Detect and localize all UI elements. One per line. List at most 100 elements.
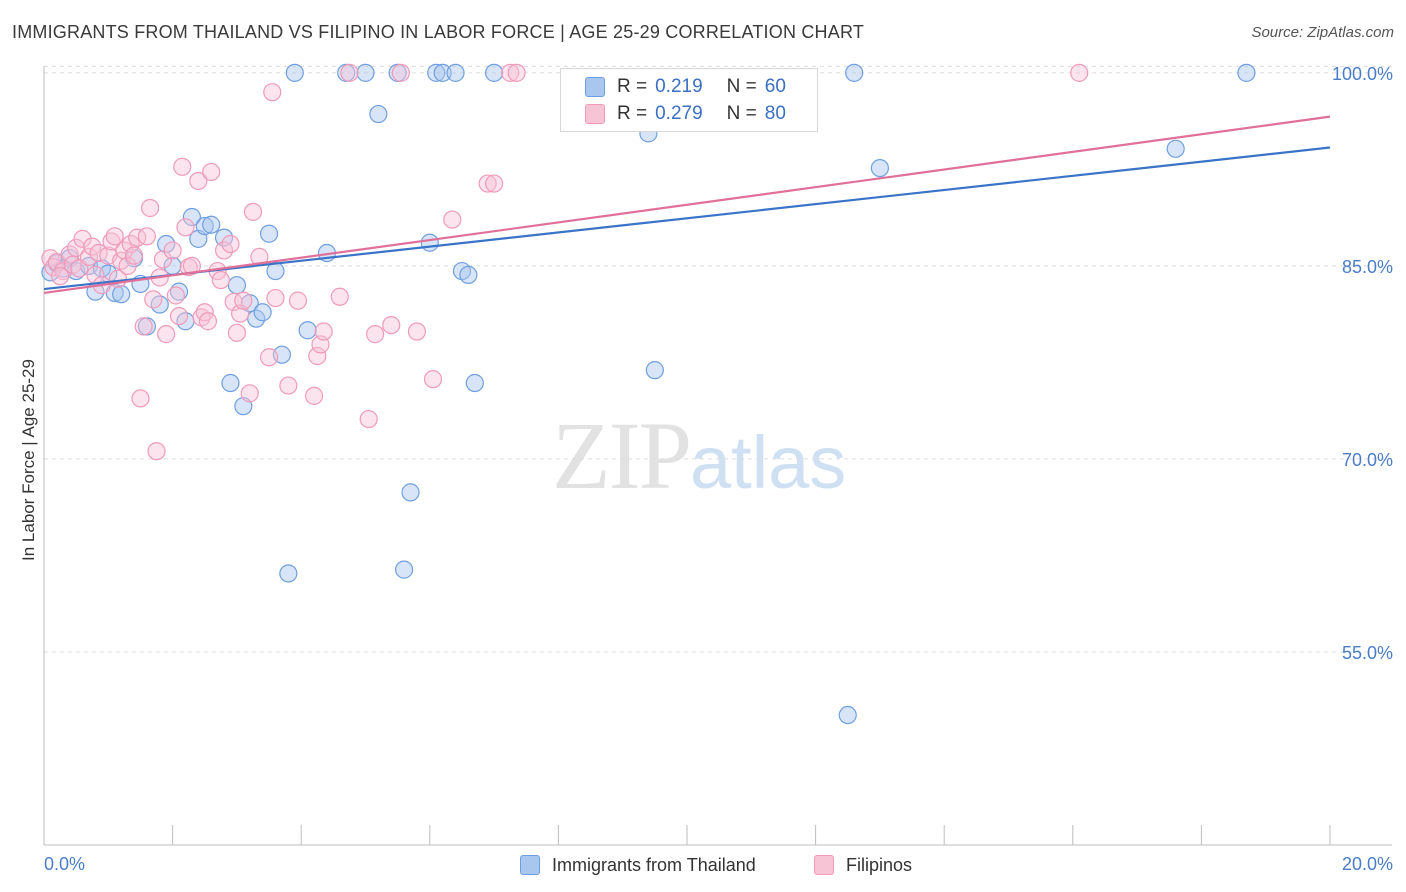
y-axis-label: In Labor Force | Age 25-29 — [19, 359, 38, 561]
point-filipinos — [73, 229, 92, 248]
point-filipinos — [240, 384, 259, 403]
point-thailand — [182, 207, 201, 227]
point-filipinos — [304, 386, 324, 405]
point-thailand — [369, 104, 388, 124]
point-thailand — [645, 361, 664, 380]
point-filipinos — [70, 259, 89, 278]
watermark: ZIPatlas — [552, 400, 846, 511]
point-filipinos — [221, 234, 240, 254]
point-filipinos — [501, 63, 520, 82]
point-filipinos — [288, 291, 308, 310]
point-thailand — [253, 303, 272, 322]
grid-lines — [44, 65, 1392, 653]
point-filipinos — [263, 83, 282, 102]
point-filipinos — [340, 63, 359, 82]
point-thailand — [420, 233, 439, 252]
point-filipinos — [330, 287, 349, 306]
point-thailand — [870, 158, 890, 178]
point-filipinos — [279, 376, 298, 395]
point-filipinos — [211, 270, 230, 290]
point-filipinos — [478, 174, 497, 193]
point-filipinos — [50, 267, 70, 286]
point-filipinos — [79, 247, 99, 266]
point-filipinos — [137, 227, 156, 246]
trend-lines — [43, 115, 1331, 295]
point-filipinos — [266, 288, 285, 308]
point-filipinos — [314, 322, 333, 341]
point-thailand — [427, 63, 446, 82]
point-thailand — [401, 483, 420, 502]
point-filipinos — [118, 256, 137, 276]
point-filipinos — [102, 232, 121, 251]
legend-item-filipinos: Filipinos — [814, 852, 912, 878]
point-filipinos — [366, 325, 385, 344]
y-tick-label: 100.0% — [1332, 64, 1393, 84]
legend-label-filipinos: Filipinos — [846, 854, 913, 875]
point-filipinos — [224, 292, 243, 312]
legend-swatch-filipinos — [814, 855, 834, 875]
point-filipinos — [359, 409, 378, 429]
filipinos-n-value: 80 — [764, 103, 786, 124]
point-filipinos — [443, 210, 462, 229]
point-filipinos — [169, 306, 189, 326]
point-filipinos — [131, 389, 150, 408]
point-filipinos — [128, 228, 147, 247]
stats-row-thailand: R = 0.219 N = 60 — [585, 74, 786, 100]
point-thailand — [394, 560, 414, 579]
source-credit: Source: ZipAtlas.com — [1251, 24, 1394, 41]
tick-labels: 55.0% 70.0% 85.0% 100.0% 0.0% 20.0% — [44, 64, 1393, 874]
y-tick-label: 55.0% — [1342, 643, 1393, 663]
y-tick-label: 70.0% — [1342, 450, 1393, 470]
point-filipinos — [259, 348, 279, 367]
point-filipinos — [157, 325, 176, 344]
point-filipinos — [134, 317, 153, 336]
point-filipinos — [44, 258, 63, 277]
point-thailand — [446, 63, 465, 82]
point-filipinos — [227, 323, 246, 342]
stats-legend: R = 0.219 N = 60 R = 0.279 N = 80 — [560, 68, 818, 132]
point-thailand — [259, 224, 279, 243]
point-thailand — [838, 705, 857, 725]
point-thailand — [356, 63, 375, 82]
x-tick-label: 0.0% — [44, 854, 85, 874]
point-filipinos — [308, 346, 327, 366]
n-label: N = — [726, 76, 757, 97]
point-thailand — [459, 265, 478, 285]
point-thailand — [485, 63, 504, 82]
y-tick-label: 85.0% — [1342, 257, 1393, 277]
legend-label-thailand: Immigrants from Thailand — [552, 854, 756, 875]
point-filipinos — [382, 315, 401, 335]
trend-line-filipinos — [43, 115, 1331, 295]
trend-line-thailand — [43, 146, 1331, 291]
point-filipinos — [202, 162, 221, 182]
point-filipinos — [189, 171, 208, 191]
point-filipinos — [163, 241, 182, 260]
point-thailand — [433, 63, 452, 82]
point-filipinos — [140, 198, 160, 218]
point-filipinos — [507, 63, 526, 82]
point-filipinos — [243, 202, 263, 221]
point-filipinos — [147, 442, 166, 461]
point-filipinos — [423, 370, 443, 389]
legend-item-thailand: Immigrants from Thailand — [520, 852, 756, 878]
point-filipinos — [234, 291, 253, 310]
chart-title: IMMIGRANTS FROM THAILAND VS FILIPINO IN … — [12, 22, 865, 42]
point-thailand — [221, 373, 240, 393]
data-points — [41, 63, 1256, 725]
point-filipinos — [182, 256, 201, 276]
legend-swatch-thailand — [520, 855, 540, 875]
point-thailand — [227, 276, 246, 295]
point-thailand — [279, 564, 298, 583]
point-filipinos — [176, 218, 195, 237]
point-filipinos — [144, 290, 163, 309]
point-filipinos — [485, 174, 504, 193]
thailand-r-value: 0.219 — [655, 76, 703, 97]
watermark-zip: ZIP — [552, 402, 692, 509]
point-thailand — [298, 321, 317, 340]
point-thailand — [202, 215, 221, 234]
point-thailand — [112, 285, 131, 304]
stats-row-filipinos: R = 0.279 N = 80 — [585, 101, 786, 127]
point-thailand — [1237, 63, 1256, 82]
x-tick-label: 20.0% — [1342, 854, 1393, 874]
